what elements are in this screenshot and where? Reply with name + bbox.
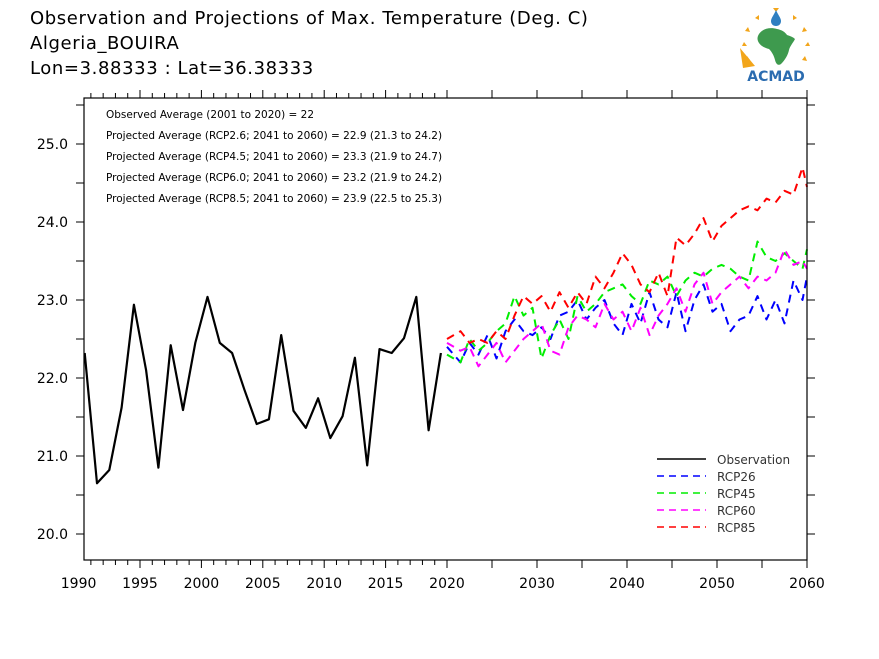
x-tick-label: 2050 [699,576,735,592]
x-tick-label: 2040 [609,576,645,592]
x-tick-label: 2005 [245,576,281,592]
x-tick-label: 2060 [789,576,825,592]
x-tick-label: 2000 [184,576,220,592]
chart-title: Observation and Projections of Max. Temp… [30,8,589,29]
x-tick-label: 2015 [368,576,404,592]
location-label: Algeria_BOUIRA [30,33,180,54]
axes: 20.0 21.0 22.0 23.0 24.0 25.0 1990 1995 2000 2005… [37,90,825,592]
x-tick-label: 2010 [306,576,342,592]
x-tick-label: 1995 [122,576,158,592]
legend-label-rcp85: RCP85 [717,521,756,535]
series-line-rcp26 [446,276,808,364]
annotation-text: Projected Average (RCP4.5; 2041 to 2060)… [106,151,442,163]
coordinates-label: Lon=3.88333 : Lat=36.38333 [30,58,314,79]
y-tick-label: 23.0 [37,293,68,309]
plot-frame [83,97,808,561]
acmad-logo: ACMAD [740,8,810,84]
y-tick-label: 24.0 [37,215,68,231]
legend-label-rcp60: RCP60 [717,504,756,518]
y-tick-label: 20.0 [37,527,68,543]
annotation-text: Projected Average (RCP2.6; 2041 to 2060)… [106,130,442,142]
x-tick-label: 2030 [519,576,555,592]
y-tick-label: 22.0 [37,371,68,387]
legend: Observation RCP26 RCP45 RCP60 RCP85 [657,453,790,535]
legend-label-observation: Observation [717,453,790,467]
series-layer [83,166,808,485]
annotations: Observed Average (2001 to 2020) = 22 Proj… [106,109,442,205]
africa-map-icon [757,28,795,65]
legend-label-rcp26: RCP26 [717,470,756,484]
x-tick-label: 1990 [61,576,97,592]
y-tick-label: 25.0 [37,137,68,153]
legend-label-rcp45: RCP45 [717,487,756,501]
annotation-text: Projected Average (RCP8.5; 2041 to 2060)… [106,193,442,205]
x-tick-label: 2020 [429,576,465,592]
annotation-text: Projected Average (RCP6.0; 2041 to 2060)… [106,172,442,184]
annotation-text: Observed Average (2001 to 2020) = 22 [106,109,314,121]
series-line-observation [83,295,442,485]
y-tick-label: 21.0 [37,449,68,465]
acmad-logo-text: ACMAD [747,69,805,84]
water-drop-icon [771,10,781,26]
